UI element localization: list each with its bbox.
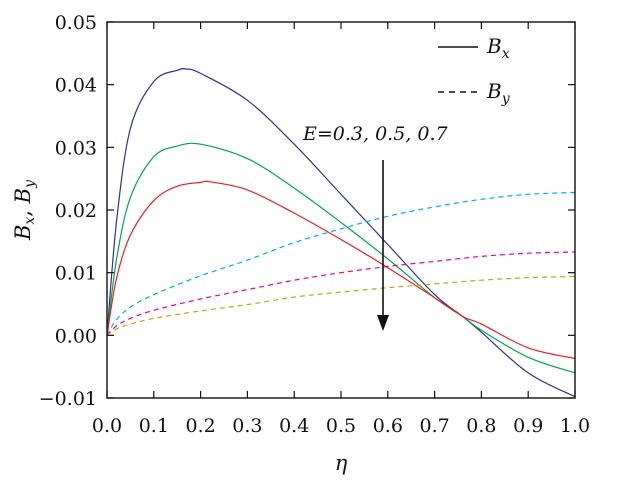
x-tick-label: 0.0 bbox=[92, 415, 122, 437]
legend-label-bx: Bx bbox=[486, 34, 510, 62]
x-tick-label: 0.8 bbox=[466, 415, 496, 437]
y-tick-label: 0.02 bbox=[55, 200, 97, 222]
legend-label-bx-main: B bbox=[486, 34, 502, 58]
x-tick-label: 0.4 bbox=[279, 415, 309, 437]
legend-label-by-sub: y bbox=[501, 91, 511, 107]
annotation-text: E=0.3, 0.5, 0.7 bbox=[302, 123, 449, 145]
y-tick-label: 0.00 bbox=[55, 325, 97, 347]
x-tick-label: 0.1 bbox=[139, 415, 169, 437]
x-tick-label: 0.2 bbox=[185, 415, 215, 437]
series-line-bx-e03 bbox=[106, 68, 576, 398]
y-tick-label: −0.01 bbox=[39, 388, 97, 410]
plot-frame bbox=[106, 21, 576, 399]
legend-label-by-main: B bbox=[486, 79, 502, 103]
x-tick-label: 1.0 bbox=[560, 415, 590, 437]
y-tick-label: 0.01 bbox=[55, 263, 97, 285]
legend-label-bx-sub: x bbox=[502, 46, 510, 62]
x-tick-label: 0.3 bbox=[232, 415, 262, 437]
series-line-by-e03 bbox=[106, 191, 576, 336]
series-line-bx-e07 bbox=[106, 180, 576, 360]
y-axis-label: Bx, By bbox=[11, 179, 38, 241]
legend: Bx By bbox=[438, 34, 511, 107]
x-tick-label: 0.9 bbox=[513, 415, 543, 437]
y-tick-label: 0.04 bbox=[55, 75, 97, 97]
axis-ticks: 0.0 0.1 0.2 0.3 0.4 0.5 0.6 0.7 0.8 0.9 1.0 −0.01 0.… bbox=[39, 12, 590, 437]
x-axis-label: η bbox=[335, 451, 348, 475]
arrow-head-icon bbox=[377, 315, 389, 331]
series-line-by-e05 bbox=[106, 251, 576, 336]
legend-label-by: By bbox=[486, 79, 511, 107]
y-tick-label: 0.05 bbox=[55, 12, 97, 34]
x-tick-label: 0.7 bbox=[419, 415, 449, 437]
x-tick-label: 0.5 bbox=[326, 415, 356, 437]
series-line-by-e07 bbox=[106, 275, 576, 336]
plot-marks bbox=[106, 68, 576, 398]
x-tick-label: 0.6 bbox=[373, 415, 403, 437]
series-line-bx-e05 bbox=[106, 142, 576, 374]
y-tick-label: 0.03 bbox=[55, 137, 97, 159]
